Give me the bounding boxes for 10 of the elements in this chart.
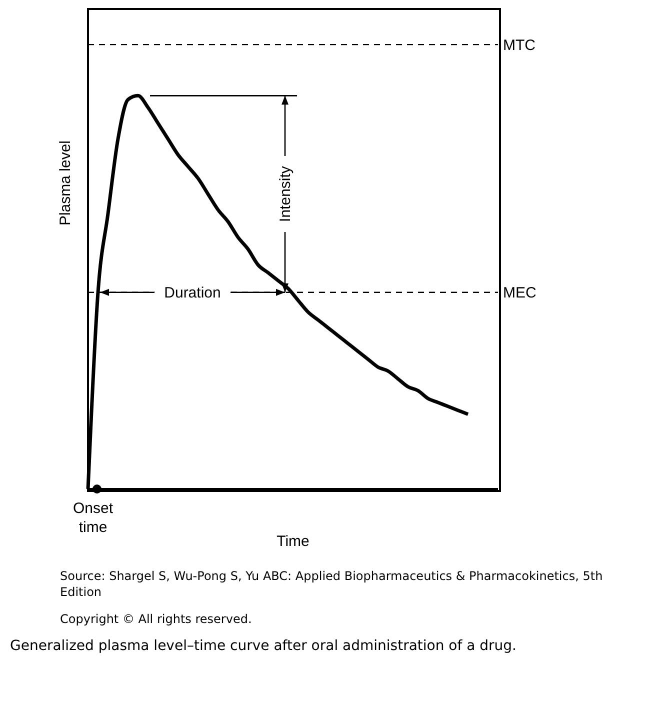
ref-line-label: MEC — [503, 284, 536, 302]
text: Generalized plasma level–time curve after oral administration of a drug. — [10, 638, 518, 654]
text: Onset time — [72, 499, 114, 537]
y-axis-title: Plasma level — [57, 140, 74, 226]
source-note: Source: Shargel S, Wu-Pong S, Yu ABC: Applied Biopharmaceutics & Pharmacokinetics, 5th Edition — [60, 568, 604, 600]
x-axis-title: Time — [276, 533, 310, 550]
annotation: Intensity — [277, 166, 294, 222]
annotation: Duration — [164, 284, 221, 302]
ref-line-label: MTC — [503, 36, 536, 54]
text: Copyright © All rights reserved. — [60, 612, 253, 626]
